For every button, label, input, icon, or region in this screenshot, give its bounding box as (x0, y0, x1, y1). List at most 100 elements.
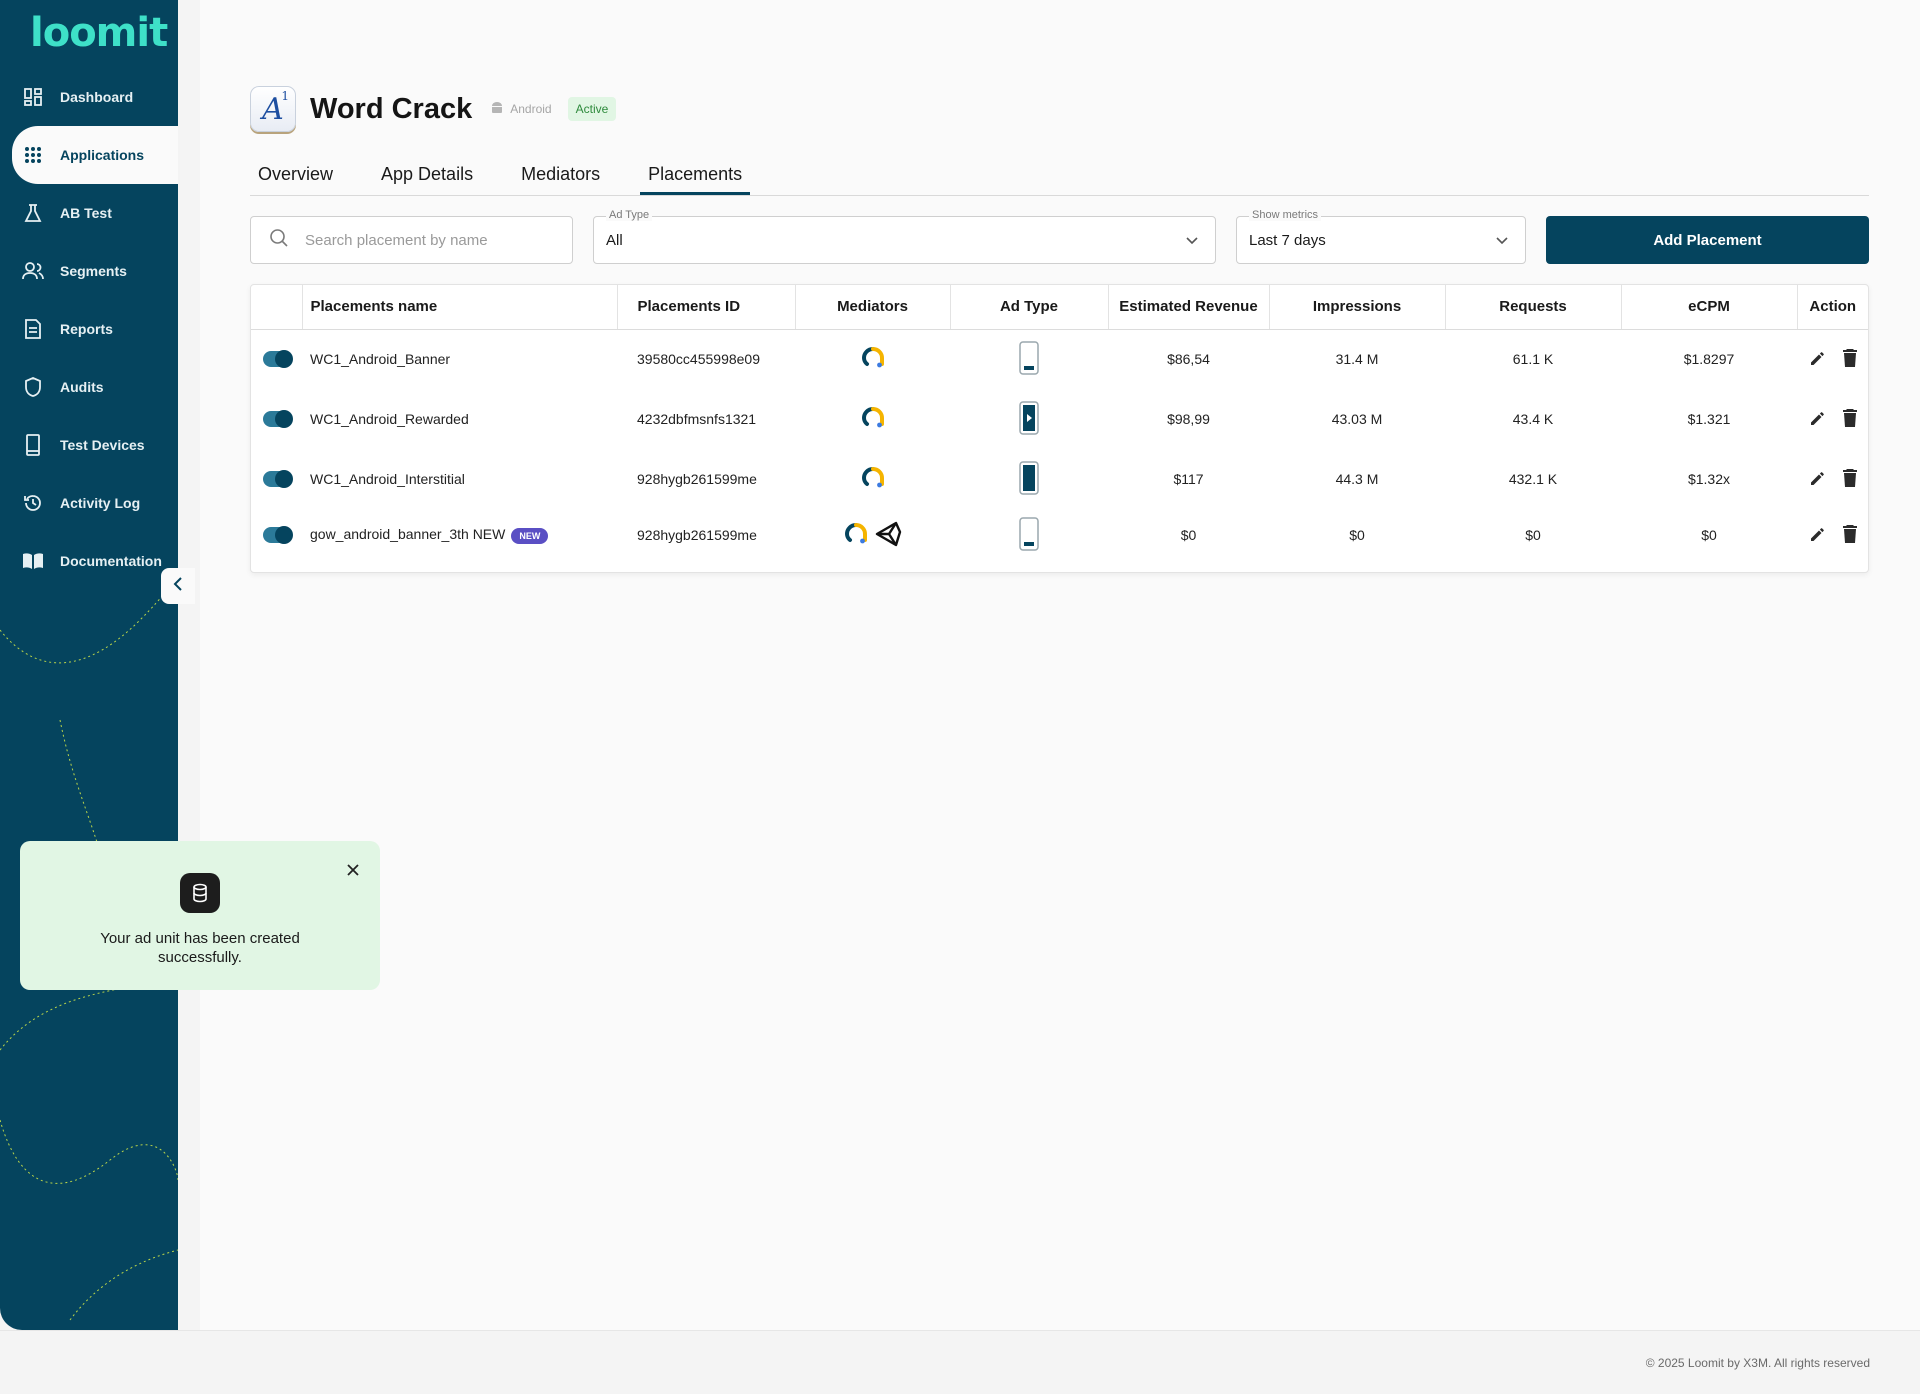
tab-mediators[interactable]: Mediators (521, 164, 601, 184)
revenue-cell: $98,99 (1167, 411, 1210, 427)
trash-icon (1842, 468, 1857, 487)
edit-button[interactable] (1808, 348, 1828, 371)
placement-name: WC1_Android_Banner (310, 351, 451, 368)
ad-type-banner-icon (1019, 341, 1039, 375)
impressions-cell: $0 (1349, 527, 1365, 543)
database-icon (180, 873, 220, 913)
sidebar-item-ab-test[interactable]: AB Test (0, 184, 178, 242)
phone-icon (22, 434, 44, 456)
placement-toggle[interactable] (263, 470, 293, 488)
delete-button[interactable] (1842, 468, 1858, 491)
history-icon (22, 492, 44, 514)
column-header-toggle (251, 285, 303, 330)
sidebar-item-segments[interactable]: Segments (0, 242, 178, 300)
sidebar-item-label: Activity Log (60, 495, 141, 511)
placement-toggle[interactable] (263, 526, 293, 544)
delete-button[interactable] (1842, 408, 1858, 431)
placement-name: gow_android_banner_3th NEW (310, 526, 506, 543)
tab-placements[interactable]: Placements (640, 158, 751, 195)
column-header[interactable]: eCPM (1621, 285, 1798, 330)
sidebar-item-audits[interactable]: Audits (0, 358, 178, 416)
tab-app-details[interactable]: App Details (381, 164, 474, 184)
column-header[interactable]: Estimated Revenue (1108, 285, 1270, 330)
ad-type-banner-icon (1019, 516, 1039, 551)
mediators-cell (861, 346, 885, 370)
table-row[interactable]: gow_android_banner_3th NEW NEW 928hygb261… (251, 509, 1868, 561)
edit-icon (1810, 351, 1824, 365)
ad-type-value: All (606, 231, 623, 249)
page-title: Word Crack (310, 92, 473, 125)
impressions-cell: 44.3 M (1335, 471, 1379, 487)
close-icon[interactable] (346, 863, 360, 882)
ad-type-cell (950, 449, 1108, 509)
unity-icon (875, 521, 901, 547)
placement-toggle[interactable] (263, 350, 293, 369)
revenue-cell: $117 (1173, 471, 1204, 487)
search-icon (269, 228, 289, 253)
column-header[interactable]: Mediators (795, 285, 951, 330)
table-body: WC1_Android_Banner 39580cc455998e09 $86,… (251, 329, 1868, 561)
add-placement-button[interactable]: Add Placement (1546, 216, 1869, 264)
gutter (178, 0, 200, 1316)
column-header[interactable]: Impressions (1269, 285, 1446, 330)
sidebar-item-applications[interactable]: Applications (12, 126, 178, 184)
placements-table: Placements name Placements ID Mediators … (251, 285, 1868, 561)
table-row[interactable]: WC1_Android_Banner 39580cc455998e09 $86,… (251, 329, 1868, 389)
sidebar-item-label: AB Test (60, 205, 112, 221)
column-header[interactable]: Ad Type (950, 285, 1109, 330)
ad-type-select[interactable]: Ad Type All (593, 209, 1216, 264)
column-header[interactable]: Placements name (302, 285, 618, 330)
admob-icon (861, 346, 884, 368)
sidebar-item-documentation[interactable]: Documentation (0, 532, 178, 590)
table-row[interactable]: WC1_Android_Rewarded 4232dbfmsnfs1321 $9… (251, 389, 1868, 449)
edit-icon (1810, 527, 1824, 541)
admob-icon (861, 466, 884, 487)
requests-cell: 61.1 K (1512, 351, 1554, 368)
metrics-select[interactable]: Show metrics Last 7 days (1236, 209, 1526, 264)
table-header-row: Placements name Placements ID Mediators … (251, 285, 1868, 330)
edit-button[interactable] (1808, 408, 1828, 431)
sidebar-item-test-devices[interactable]: Test Devices (0, 416, 178, 474)
sidebar-item-reports[interactable]: Reports (0, 300, 178, 358)
sidebar-collapse-button[interactable] (161, 568, 195, 604)
new-badge: NEW (511, 527, 549, 544)
column-header[interactable]: Placements ID (617, 285, 796, 330)
trash-icon (1842, 408, 1857, 427)
edit-button[interactable] (1808, 524, 1828, 547)
tab-overview[interactable]: Overview (258, 164, 334, 184)
ad-type-interstitial-icon (1019, 460, 1039, 495)
ecpm-cell: $1.8297 (1683, 351, 1735, 368)
column-header[interactable]: Requests (1445, 285, 1622, 330)
apps-grid-icon (22, 144, 44, 166)
edit-icon (1810, 411, 1824, 425)
filter-bar: Ad Type All Show metrics Last 7 days Add… (250, 209, 1869, 264)
row-actions (1797, 348, 1868, 371)
ad-type-cell (950, 389, 1108, 449)
ad-type-cell (950, 329, 1108, 389)
ecpm-cell: $1.32x (1687, 471, 1731, 487)
trash-icon (1842, 348, 1857, 367)
sidebar-item-label: Test Devices (60, 437, 145, 453)
placement-id: 928hygb261599me (637, 527, 757, 543)
placement-toggle[interactable] (263, 410, 293, 428)
flask-icon (22, 202, 44, 224)
sidebar-item-label: Reports (60, 321, 113, 337)
sidebar-item-label: Documentation (60, 553, 162, 569)
platform-text: Android (510, 102, 552, 116)
sidebar-item-label: Applications (60, 147, 145, 163)
delete-button[interactable] (1842, 348, 1858, 371)
search-input[interactable] (305, 231, 545, 249)
table-row[interactable]: WC1_Android_Interstitial 928hygb261599me… (251, 449, 1868, 509)
loomit-logo[interactable]: loomit (30, 10, 168, 56)
revenue-cell: $0 (1180, 527, 1197, 543)
success-toast: Your ad unit has been created successful… (20, 841, 380, 990)
ad-type-cell (950, 509, 1108, 561)
sidebar-item-dashboard[interactable]: Dashboard (0, 68, 178, 126)
delete-button[interactable] (1842, 524, 1858, 547)
placement-id: 4232dbfmsnfs1321 (637, 411, 757, 427)
row-actions (1797, 408, 1868, 431)
edit-button[interactable] (1808, 468, 1828, 491)
sidebar-item-activity-log[interactable]: Activity Log (0, 474, 178, 532)
